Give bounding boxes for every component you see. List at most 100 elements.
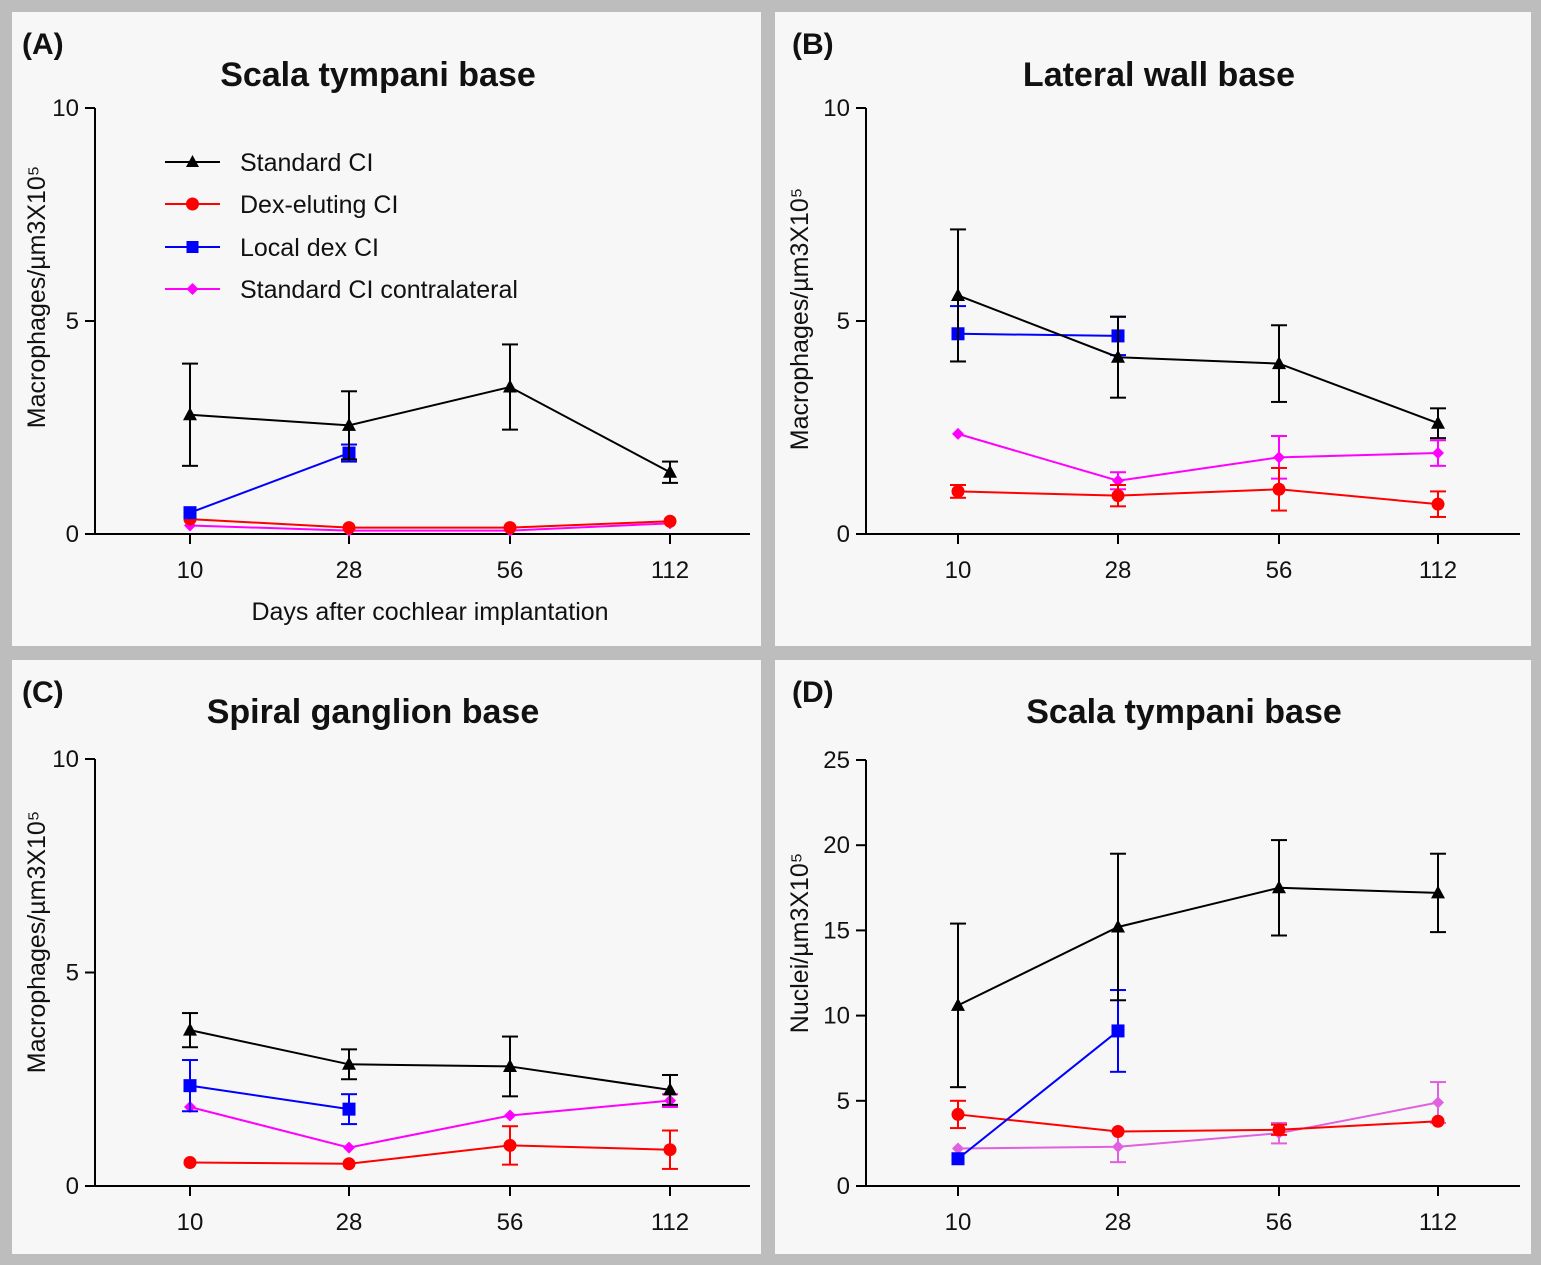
series-line — [957, 1030, 1119, 1160]
panel-label: (A) — [22, 28, 64, 61]
data-point-triangle — [503, 379, 517, 393]
data-point-diamond — [1112, 474, 1124, 487]
data-point-square — [951, 1152, 965, 1166]
data-point-circle — [342, 521, 356, 535]
data-point-triangle — [951, 287, 965, 301]
legend-label-standard: Standard CI — [240, 149, 373, 177]
chart-title: Spiral ganglion base — [207, 693, 540, 731]
data-point-triangle — [1272, 356, 1286, 370]
data-point-triangle — [951, 997, 965, 1011]
x-tick-label: 28 — [1105, 557, 1132, 584]
data-point-diamond — [1273, 451, 1285, 464]
series-local-dex — [183, 443, 357, 520]
data-point-triangle — [1431, 885, 1445, 899]
panel-label: (C) — [22, 676, 64, 709]
data-point-diamond — [343, 1141, 355, 1154]
x-axis-label: Days after cochlear implantation — [251, 598, 608, 626]
data-point-square — [1111, 1024, 1125, 1038]
series-line — [957, 332, 1119, 337]
panel-b: (B) Lateral wall base Macrophages/µm3X10… — [775, 12, 1531, 646]
x-tick-label: 112 — [651, 1209, 689, 1236]
data-point-triangle — [503, 1058, 517, 1072]
data-point-diamond — [1432, 447, 1444, 460]
series-line — [189, 1029, 671, 1091]
x-tick-label: 10 — [177, 557, 204, 584]
series-line — [957, 488, 1439, 506]
data-point-circle — [663, 514, 677, 528]
x-tick-label: 56 — [1266, 557, 1293, 584]
series-line — [189, 385, 671, 474]
x-tick-label: 10 — [177, 1209, 204, 1236]
y-tick-label: 25 — [823, 747, 850, 774]
data-point-circle — [503, 1138, 517, 1152]
legend-label-dex-eluting: Dex-eluting CI — [240, 191, 398, 219]
data-point-circle — [342, 1157, 356, 1171]
series-standard — [182, 343, 678, 484]
data-point-circle — [1431, 497, 1445, 511]
legend-diamond-marker — [186, 283, 199, 295]
data-point-circle — [1111, 489, 1125, 503]
panel-a: (A) Scala tympani base Macrophages/µm3X1… — [12, 12, 761, 646]
data-point-diamond — [952, 427, 964, 440]
y-tick-label: 10 — [52, 746, 79, 773]
y-tick-label: 5 — [66, 308, 79, 335]
x-tick-label: 112 — [1419, 1209, 1457, 1236]
x-tick-label: 28 — [1105, 1209, 1132, 1236]
data-point-circle — [1431, 1114, 1445, 1128]
data-point-triangle — [1111, 349, 1125, 363]
data-point-circle — [951, 484, 965, 498]
series-line — [957, 432, 1439, 482]
data-point-diamond — [952, 1142, 964, 1155]
data-point-square — [183, 1079, 197, 1093]
series-line — [957, 1113, 1439, 1133]
data-point-triangle — [1272, 880, 1286, 894]
data-point-circle — [503, 521, 517, 535]
legend: Standard CI Dex-eluting CI Local dex CI … — [165, 149, 518, 304]
chart-c: (C) Spiral ganglion base Macrophages/µm3… — [22, 676, 750, 1236]
data-point-diamond — [504, 1109, 516, 1122]
data-point-triangle — [342, 1056, 356, 1070]
chart-title: Scala tympani base — [220, 56, 536, 94]
y-axis-label: Macrophages/µm3X10⁵ — [23, 811, 51, 1073]
y-tick-label: 5 — [66, 960, 79, 987]
series-line — [957, 1101, 1439, 1150]
chart-d: (D) Scala tympani base Nuclei/µm3X10⁵ 0 5… — [786, 676, 1520, 1236]
series-standard — [950, 839, 1446, 1089]
series-line — [189, 1099, 671, 1149]
data-point-triangle — [342, 417, 356, 431]
x-tick-label: 112 — [1419, 557, 1457, 584]
y-axis-label: Macrophages/µm3X10⁵ — [23, 166, 51, 428]
data-point-circle — [951, 1107, 965, 1121]
x-tick-label: 56 — [497, 557, 524, 584]
chart-a: (A) Scala tympani base Macrophages/µm3X1… — [22, 28, 750, 626]
series-local-dex — [182, 1059, 357, 1126]
y-tick-label: 0 — [837, 521, 850, 548]
x-tick-label: 56 — [497, 1209, 524, 1236]
x-tick-label: 28 — [336, 557, 363, 584]
chart-title: Lateral wall base — [1023, 56, 1295, 94]
y-tick-label: 10 — [52, 95, 79, 122]
series-contralateral — [952, 427, 1446, 491]
chart-b: (B) Lateral wall base Macrophages/µm3X10… — [786, 28, 1520, 584]
data-point-circle — [663, 1143, 677, 1157]
data-point-triangle — [1111, 919, 1125, 933]
legend-label-contralateral: Standard CI contralateral — [240, 276, 518, 304]
y-tick-label: 20 — [823, 832, 850, 859]
x-tick-label: 10 — [945, 1209, 972, 1236]
data-point-triangle — [663, 1082, 677, 1096]
y-tick-label: 0 — [66, 521, 79, 548]
series-line — [189, 522, 671, 532]
x-tick-label: 28 — [336, 1209, 363, 1236]
series-local-dex — [951, 989, 1126, 1166]
series-line — [189, 452, 350, 514]
data-point-circle — [1111, 1124, 1125, 1138]
series-line — [189, 1084, 350, 1111]
x-tick-label: 56 — [1266, 1209, 1293, 1236]
y-axis-label: Macrophages/µm3X10⁵ — [786, 188, 814, 450]
series-standard — [950, 228, 1446, 440]
data-point-triangle — [1431, 415, 1445, 429]
series-line — [189, 1144, 671, 1165]
data-point-circle — [1272, 1123, 1286, 1137]
panel-label: (D) — [792, 676, 834, 709]
data-point-circle — [183, 1156, 197, 1170]
